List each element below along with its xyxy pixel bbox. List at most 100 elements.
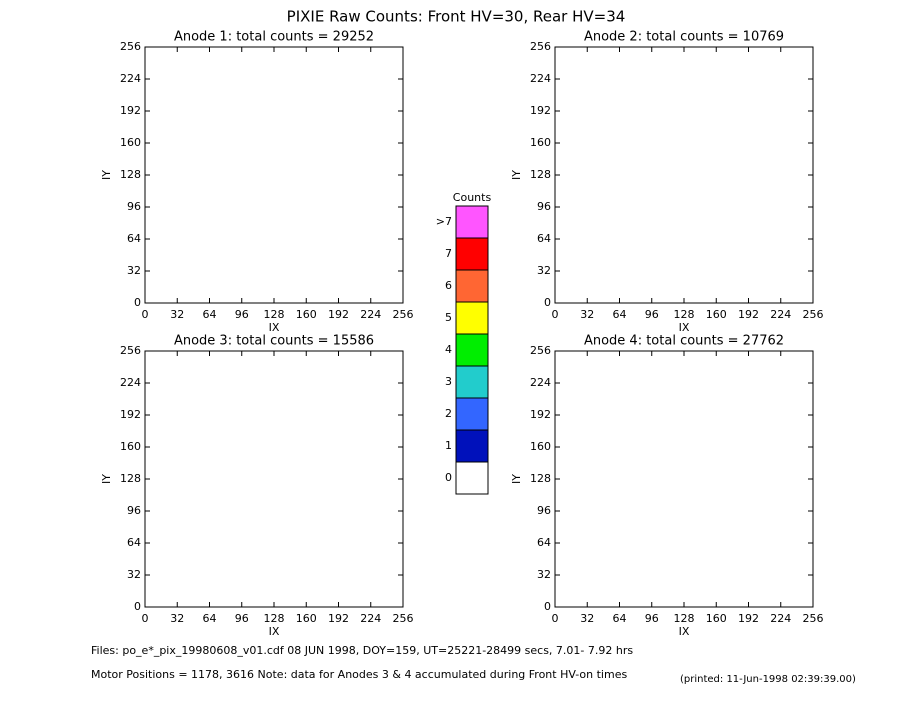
y-tick-label: 0 [134, 600, 141, 613]
x-tick-label: 128 [264, 308, 285, 321]
x-tick-label: 0 [142, 612, 149, 625]
plot-title: Anode 1: total counts = 29252 [174, 30, 374, 45]
y-tick-label: 32 [537, 568, 551, 581]
y-tick-label: 32 [127, 568, 141, 581]
x-tick-label: 160 [706, 612, 727, 625]
x-tick-label: 96 [645, 308, 659, 321]
colorbar-swatch [455, 365, 489, 399]
x-tick-label: 256 [803, 612, 824, 625]
y-tick-label: 0 [134, 296, 141, 309]
y-tick-label: 128 [120, 472, 141, 485]
x-tick-label: 192 [738, 612, 759, 625]
colorbar-swatch [455, 205, 489, 239]
x-tick-label: 160 [706, 308, 727, 321]
y-tick-label: 64 [127, 536, 141, 549]
y-tick-label: 160 [530, 440, 551, 453]
plot-frame [144, 350, 404, 608]
y-tick-label: 256 [530, 344, 551, 357]
colorbar-swatch [455, 301, 489, 335]
x-tick-label: 0 [552, 612, 559, 625]
colorbar-swatch [455, 461, 489, 495]
x-axis-label: IX [679, 321, 690, 334]
x-tick-label: 160 [296, 612, 317, 625]
x-tick-label: 256 [803, 308, 824, 321]
y-tick-label: 96 [127, 504, 141, 517]
y-tick-label: 128 [120, 168, 141, 181]
colorbar-swatch [455, 237, 489, 271]
plot-frame [554, 350, 814, 608]
colorbar-label: 0 [445, 471, 452, 484]
x-tick-label: 256 [393, 308, 414, 321]
y-tick-label: 256 [120, 344, 141, 357]
footer-printed: (printed: 11-Jun-1998 02:39:39.00) [680, 674, 856, 685]
y-tick-label: 224 [120, 376, 141, 389]
x-tick-label: 32 [170, 308, 184, 321]
y-tick-label: 256 [530, 40, 551, 53]
colorbar-label: 5 [445, 311, 452, 324]
x-tick-label: 128 [674, 308, 695, 321]
y-tick-label: 64 [537, 232, 551, 245]
y-tick-label: 160 [120, 440, 141, 453]
y-tick-label: 224 [530, 376, 551, 389]
plot-title: Anode 4: total counts = 27762 [584, 334, 784, 349]
y-tick-label: 224 [120, 72, 141, 85]
plot-frame [554, 46, 814, 304]
colorbar-label: 4 [445, 343, 452, 356]
y-tick-label: 192 [530, 408, 551, 421]
x-tick-label: 224 [770, 308, 791, 321]
x-axis-label: IX [679, 625, 690, 638]
y-tick-label: 0 [544, 296, 551, 309]
x-tick-label: 32 [580, 612, 594, 625]
x-tick-label: 64 [613, 612, 627, 625]
y-axis-label: IY [100, 474, 113, 484]
plot-title: Anode 2: total counts = 10769 [584, 30, 784, 45]
y-tick-label: 96 [537, 504, 551, 517]
y-tick-label: 128 [530, 168, 551, 181]
y-axis-label: IY [100, 170, 113, 180]
x-tick-label: 96 [235, 612, 249, 625]
x-tick-label: 224 [360, 308, 381, 321]
colorbar-title: Counts [453, 191, 492, 204]
y-tick-label: 192 [530, 104, 551, 117]
colorbar-swatch [455, 269, 489, 303]
y-tick-label: 96 [127, 200, 141, 213]
y-tick-label: 256 [120, 40, 141, 53]
x-tick-label: 224 [360, 612, 381, 625]
y-axis-label: IY [510, 170, 523, 180]
figure-title: PIXIE Raw Counts: Front HV=30, Rear HV=3… [287, 8, 626, 26]
x-axis-label: IX [269, 625, 280, 638]
x-tick-label: 32 [170, 612, 184, 625]
y-tick-label: 128 [530, 472, 551, 485]
x-tick-label: 64 [203, 612, 217, 625]
y-tick-label: 192 [120, 104, 141, 117]
x-tick-label: 96 [645, 612, 659, 625]
x-tick-label: 64 [203, 308, 217, 321]
colorbar-label: 2 [445, 407, 452, 420]
y-tick-label: 224 [530, 72, 551, 85]
colorbar-label: 3 [445, 375, 452, 388]
footer-motor: Motor Positions = 1178, 3616 Note: data … [91, 668, 627, 681]
x-tick-label: 160 [296, 308, 317, 321]
x-tick-label: 0 [552, 308, 559, 321]
x-tick-label: 224 [770, 612, 791, 625]
x-tick-label: 192 [328, 308, 349, 321]
x-tick-label: 32 [580, 308, 594, 321]
y-tick-label: 32 [127, 264, 141, 277]
x-tick-label: 192 [738, 308, 759, 321]
y-tick-label: 160 [120, 136, 141, 149]
y-tick-label: 160 [530, 136, 551, 149]
colorbar-swatch [455, 333, 489, 367]
x-tick-label: 0 [142, 308, 149, 321]
x-tick-label: 64 [613, 308, 627, 321]
y-tick-label: 96 [537, 200, 551, 213]
y-tick-label: 192 [120, 408, 141, 421]
y-tick-label: 32 [537, 264, 551, 277]
x-tick-label: 128 [264, 612, 285, 625]
plot-title: Anode 3: total counts = 15586 [174, 334, 374, 349]
y-axis-label: IY [510, 474, 523, 484]
x-tick-label: 96 [235, 308, 249, 321]
colorbar-label: 1 [445, 439, 452, 452]
colorbar-label: >7 [436, 215, 452, 228]
